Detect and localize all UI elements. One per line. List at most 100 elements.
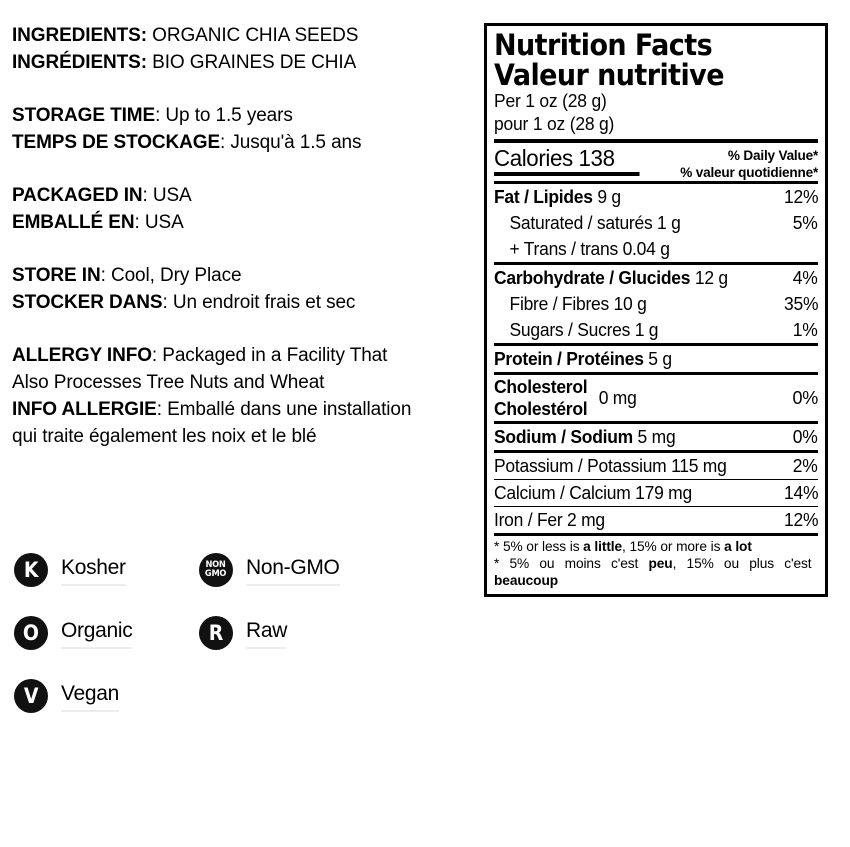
mineral-daily-value: 2% [793, 456, 818, 476]
badge-glyph: NON GMO [205, 560, 227, 579]
nutrient-name: Carbohydrate / Glucides 12 g [494, 266, 728, 290]
info-line-value: BIO GRAINES DE CHIA [146, 52, 357, 73]
nutrient-name-bold: Fat / Lipides [494, 187, 593, 207]
nutrient-name: Protein / Protéines 5 g [494, 347, 672, 371]
info-line-value: : USA [142, 185, 192, 206]
badge-glyph: R [208, 620, 224, 645]
nutrient-row: Protein / Protéines 5 g [494, 346, 818, 372]
nutrition-facts-panel: Nutrition Facts Valeur nutritive Per 1 o… [484, 23, 828, 597]
product-info-column: INGREDIENTS: ORGANIC CHIA SEEDS INGRÉDIEN… [12, 22, 472, 476]
badge-label: Organic [61, 618, 133, 649]
rule-above-sodium [494, 421, 818, 424]
footnote-fr: * 5% ou moins c'est peu, 15% ou plus c'e… [494, 555, 812, 589]
nutrient-name: Sugars / Sucres 1 g [494, 318, 659, 342]
rule-above-minerals [494, 450, 818, 453]
rule-above-footnote [494, 533, 818, 536]
info-line: STORAGE TIME: Up to 1.5 years [12, 102, 472, 129]
nutrient-name-bold: Protein / Protéines [494, 349, 644, 369]
footnote-fr-bold-1: peu [648, 555, 673, 571]
mineral-row: Calcium / Calcium 179 mg 14% [494, 480, 818, 506]
info-line: STOCKER DANS: Un endroit frais et sec [12, 289, 472, 316]
info-line-label: STOCKER DANS [12, 292, 163, 313]
nutrient-name: Fibre / Fibres 10 g [494, 292, 647, 316]
info-line-value: : Up to 1.5 years [155, 105, 293, 126]
nutrient-daily-value: 35% [783, 294, 818, 314]
info-line-value: : Cool, Dry Place [100, 265, 242, 286]
mineral-daily-value: 12% [783, 510, 818, 530]
badge-glyph-line-2: GMO [205, 569, 227, 579]
info-line-value: : Emballé dans une installation qui trai… [12, 399, 412, 447]
serving-size-en: Per 1 oz (28 g) [494, 91, 607, 111]
certification-badges: K Kosher NON GMO Non-GMO O Organic R Raw V Vegan [14, 553, 454, 742]
rule-above-calories [494, 139, 818, 143]
info-line: ALLERGY INFO: Packaged in a Facility Tha… [12, 342, 472, 396]
certification-badge: K Kosher [14, 553, 199, 587]
cholesterol-name-en: Cholesterol [494, 377, 588, 397]
serving-size-fr: pour 1 oz (28 g) [494, 114, 615, 134]
vegan-badge-icon: V [14, 679, 48, 713]
info-line: EMBALLÉ EN: USA [12, 209, 472, 236]
mineral-rule [494, 479, 818, 480]
mineral-name: Calcium / Calcium 179 mg [494, 483, 692, 503]
nutrient-row: Saturated / saturés 1 g 5% [494, 210, 819, 236]
info-line-label: INFO ALLERGIE [12, 399, 157, 420]
footnote-fr-mid: , 15% ou plus c'est [672, 555, 812, 571]
info-line-label: INGRÉDIENTS: [12, 52, 147, 73]
calories-row: Calories 138 % Daily Value* % valeur quo… [494, 143, 818, 181]
info-line-label: ALLERGY INFO [12, 345, 152, 366]
info-line-label: TEMPS DE STOCKAGE [12, 132, 221, 153]
nutrient-rule [494, 181, 818, 184]
nutrient-row: Carbohydrate / Glucides 12 g 4% [494, 265, 818, 291]
footnote-en-bold-1: a little [583, 538, 623, 554]
mineral-row: Potassium / Potassium 115 mg 2% [494, 453, 818, 479]
info-line: INGRÉDIENTS: BIO GRAINES DE CHIA [12, 49, 472, 76]
info-line-label: STORE IN [12, 265, 101, 286]
footnote-en-pre: * 5% or less is [494, 538, 584, 554]
mineral-daily-value: 14% [783, 483, 818, 503]
certification-badge: R Raw [199, 616, 287, 650]
badge-label: Vegan [61, 681, 119, 712]
sodium-daily-value: 0% [793, 427, 818, 447]
info-line-label: PACKAGED IN [12, 185, 143, 206]
nutrient-row: Fibre / Fibres 10 g 35% [494, 291, 819, 317]
badge-glyph-line-1: NON [205, 560, 227, 570]
nutrient-amount: + Trans / trans 0.04 g [509, 239, 670, 259]
info-line-value: : Jusqu'à 1.5 ans [220, 132, 362, 153]
nutrient-daily-value: 1% [793, 320, 818, 340]
badge-glyph: V [23, 683, 39, 708]
nutrient-amount: 12 g [690, 268, 728, 288]
cholesterol-name-fr: Cholestérol [494, 399, 588, 419]
nutrient-rule [494, 262, 818, 265]
mineral-name: Iron / Fer 2 mg [494, 510, 605, 530]
daily-value-header-en: % Daily Value* [727, 147, 818, 163]
certification-badge: V Vegan [14, 679, 199, 713]
calories-label: Calories 138 [494, 145, 640, 176]
badge-glyph: K [23, 557, 39, 582]
badge-label: Kosher [61, 555, 126, 586]
info-block: STORAGE TIME: Up to 1.5 years TEMPS DE ST… [12, 102, 472, 156]
nutrient-name: Saturated / saturés 1 g [494, 211, 681, 235]
sodium-row: Sodium / Sodium 5 mg 0% [494, 424, 818, 450]
info-block: INGREDIENTS: ORGANIC CHIA SEEDS INGRÉDIEN… [12, 22, 472, 76]
footnote-block: * 5% or less is a little, 15% or more is… [494, 536, 812, 589]
raw-badge-icon: R [199, 616, 233, 650]
cholesterol-daily-value: 0% [792, 388, 818, 408]
nutrient-row: + Trans / trans 0.04 g [494, 236, 818, 262]
sodium-name: Sodium / Sodium 5 mg [494, 425, 676, 449]
info-line-label: INGREDIENTS: [12, 25, 147, 46]
organic-badge-icon: O [14, 616, 48, 650]
nutrient-name: + Trans / trans 0.04 g [494, 237, 670, 261]
footnote-fr-pre: * 5% ou moins c'est [494, 555, 649, 571]
info-line: STORE IN: Cool, Dry Place [12, 262, 472, 289]
info-line-label: STORAGE TIME [12, 105, 156, 126]
kosher-badge-icon: K [14, 553, 48, 587]
info-line: TEMPS DE STOCKAGE: Jusqu'à 1.5 ans [12, 129, 472, 156]
info-block: STORE IN: Cool, Dry Place STOCKER DANS: U… [12, 262, 472, 316]
footnote-en: * 5% or less is a little, 15% or more is… [494, 538, 812, 555]
nutrition-title-fr: Valeur nutritive [494, 58, 725, 92]
badge-glyph: O [22, 620, 40, 645]
cholesterol-row: Cholesterol Cholestérol 0 mg 0% [494, 375, 818, 421]
nutrient-amount: Fibre / Fibres 10 g [509, 294, 647, 314]
daily-value-header-fr: % valeur quotidienne* [680, 164, 818, 180]
rule-above-cholesterol [494, 372, 818, 375]
